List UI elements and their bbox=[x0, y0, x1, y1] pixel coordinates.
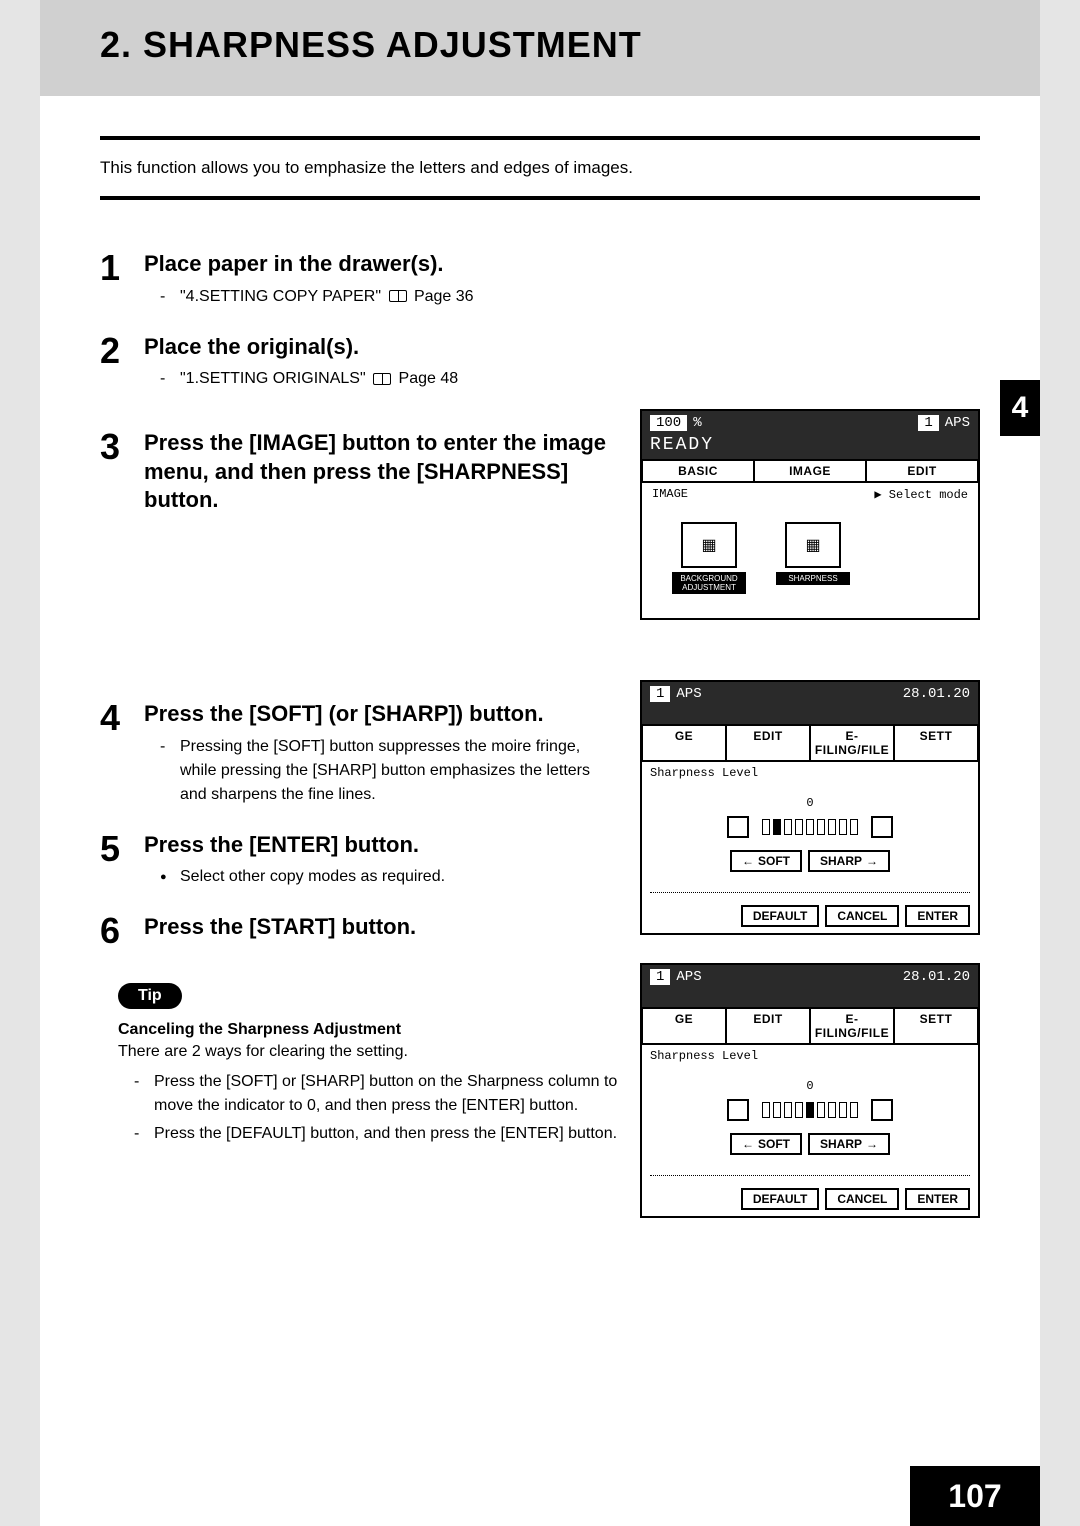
screen-icon: ▦SHARPNESS bbox=[776, 522, 850, 594]
step-title: Press the [START] button. bbox=[144, 913, 620, 942]
step-number: 1 bbox=[100, 250, 130, 313]
step-4: 4 Press the [SOFT] (or [SHARP]) button. … bbox=[100, 700, 620, 811]
lcd-screen-sharpness: 1APS28.01.20 GEEDITE-FILING/FILESETT Sha… bbox=[640, 680, 980, 935]
book-icon bbox=[389, 290, 407, 302]
screen-button: CANCEL bbox=[825, 1188, 899, 1210]
screen-button: CANCEL bbox=[825, 905, 899, 927]
page-number: 107 bbox=[910, 1466, 1040, 1526]
screen-tab: IMAGE bbox=[753, 461, 867, 483]
step-number: 5 bbox=[100, 831, 130, 894]
screen-tab: GE bbox=[641, 1009, 727, 1045]
step-title: Place the original(s). bbox=[144, 333, 980, 362]
step-1: 1 Place paper in the drawer(s). "4.SETTI… bbox=[100, 250, 980, 313]
page-title: 2. SHARPNESS ADJUSTMENT bbox=[100, 24, 980, 66]
step-title: Press the [SOFT] (or [SHARP]) button. bbox=[144, 700, 620, 729]
step-number: 4 bbox=[100, 700, 130, 811]
step-bullet: Select other copy modes as required. bbox=[160, 865, 620, 889]
screen-tab: BASIC bbox=[641, 461, 755, 483]
tip-title: Canceling the Sharpness Adjustment bbox=[100, 1021, 620, 1039]
lcd-screen-sharpness: 1APS28.01.20 GEEDITE-FILING/FILESETT Sha… bbox=[640, 963, 980, 1218]
tip-intro: There are 2 ways for clearing the settin… bbox=[100, 1041, 620, 1063]
screen-button: DEFAULT bbox=[741, 1188, 819, 1210]
screen-tab: EDIT bbox=[865, 461, 979, 483]
step-number: 3 bbox=[100, 429, 130, 521]
tip-item: Press the [SOFT] or [SHARP] button on th… bbox=[134, 1070, 620, 1118]
screen-tab: GE bbox=[641, 726, 727, 762]
header-band: 2. SHARPNESS ADJUSTMENT bbox=[40, 0, 1040, 96]
screen-icon: ▦BACKGROUND ADJUSTMENT bbox=[672, 522, 746, 594]
step-3: 3 Press the [IMAGE] button to enter the … bbox=[100, 429, 620, 521]
step-ref: "1.SETTING ORIGINALS" Page 48 bbox=[160, 367, 980, 391]
step-5: 5 Press the [ENTER] button. Select other… bbox=[100, 831, 620, 894]
step-title: Place paper in the drawer(s). bbox=[144, 250, 980, 279]
screen-tab: E-FILING/FILE bbox=[809, 726, 895, 762]
screen-tab: E-FILING/FILE bbox=[809, 1009, 895, 1045]
intro-text: This function allows you to emphasize th… bbox=[40, 140, 1040, 196]
step-note: Pressing the [SOFT] button suppresses th… bbox=[160, 735, 620, 807]
sharp-button: SHARP bbox=[808, 1133, 890, 1155]
soft-button: SOFT bbox=[730, 850, 802, 872]
tip-badge: Tip bbox=[118, 983, 182, 1009]
step-title: Press the [ENTER] button. bbox=[144, 831, 620, 860]
screen-tab: SETT bbox=[893, 726, 979, 762]
screen-tab: EDIT bbox=[725, 1009, 811, 1045]
content-area: 1 Place paper in the drawer(s). "4.SETTI… bbox=[40, 200, 1040, 1218]
screen-tab: SETT bbox=[893, 1009, 979, 1045]
step-6: 6 Press the [START] button. bbox=[100, 913, 620, 949]
sharp-button: SHARP bbox=[808, 850, 890, 872]
soft-button: SOFT bbox=[730, 1133, 802, 1155]
side-chapter-tab: 4 bbox=[1000, 380, 1040, 436]
book-icon bbox=[373, 373, 391, 385]
screen-tab: EDIT bbox=[725, 726, 811, 762]
step-2: 2 Place the original(s). "1.SETTING ORIG… bbox=[100, 333, 980, 396]
step-number: 2 bbox=[100, 333, 130, 396]
screen-button: DEFAULT bbox=[741, 905, 819, 927]
step-ref: "4.SETTING COPY PAPER" Page 36 bbox=[160, 285, 980, 309]
screen-button: ENTER bbox=[905, 905, 970, 927]
step-number: 6 bbox=[100, 913, 130, 949]
step-title: Press the [IMAGE] button to enter the im… bbox=[144, 429, 620, 515]
tip-item: Press the [DEFAULT] button, and then pre… bbox=[134, 1122, 620, 1146]
lcd-screen-image-menu: 100%1APS READY BASICIMAGEEDIT IMAGE▶ Sel… bbox=[640, 409, 980, 620]
screen-button: ENTER bbox=[905, 1188, 970, 1210]
